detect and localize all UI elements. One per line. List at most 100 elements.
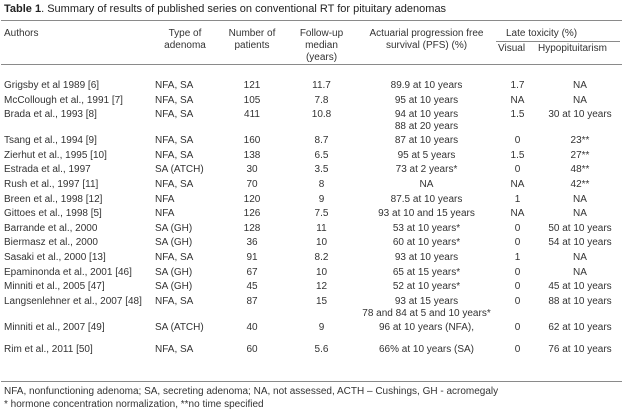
table-row: Biermasz et al., 2000 SA (GH) 36 10 60 at 10… xyxy=(2,237,622,252)
author-cell: Langsenlehner et al., 2007 [48] xyxy=(4,295,142,307)
author-cell: McCollough et al., 1991 [7] xyxy=(4,94,123,106)
followup-cell: 10 xyxy=(315,266,328,278)
visual-cell: 0 xyxy=(514,281,521,293)
hypopituitarism-cell: NA xyxy=(573,251,587,263)
table-row: Brada et al., 1993 [8] NFA, SA 411 10.8 94 a… xyxy=(2,109,622,135)
patients-cell: 45 xyxy=(246,281,258,293)
hypopituitarism-cell: NA xyxy=(573,266,587,278)
followup-cell: 9 xyxy=(318,321,325,333)
type-cell: NFA, SA xyxy=(155,295,194,307)
followup-cell: 8.7 xyxy=(314,135,329,147)
author-cell: Epaminonda et al., 2001 [46] xyxy=(4,266,132,278)
visual-cell: 1 xyxy=(514,193,521,205)
bottom-rule xyxy=(1,381,622,382)
visual-cell: NA xyxy=(510,94,525,106)
pfs-cell: 66% at 10 years (SA) xyxy=(356,344,497,364)
patients-cell: 411 xyxy=(244,109,260,121)
followup-cell: 8.2 xyxy=(314,251,329,263)
top-rule xyxy=(1,20,622,21)
type-cell: NFA, SA xyxy=(155,343,194,355)
hypopituitarism-cell: 50 at 10 years xyxy=(548,222,612,234)
header-type: Type of adenoma xyxy=(164,28,206,51)
followup-cell: 11.7 xyxy=(312,80,331,91)
visual-cell: NA xyxy=(510,208,525,220)
pfs-line-1: 87 at 10 years xyxy=(394,135,459,147)
type-cell: NFA, SA xyxy=(155,109,194,121)
followup-cell: 7.5 xyxy=(314,208,329,220)
patients-cell: 121 xyxy=(243,80,261,91)
header-rule xyxy=(1,64,622,65)
pfs-cell: 95 at 5 years xyxy=(356,150,497,165)
pfs-line-1: 94 at 10 years xyxy=(394,109,459,121)
patients-cell: 60 xyxy=(246,343,258,355)
header-authors: Authors xyxy=(4,28,39,39)
pfs-cell: 89.9 at 10 years xyxy=(356,80,497,95)
hypopituitarism-cell: 48** xyxy=(570,164,590,176)
table-row: Epaminonda et al., 2001 [46] SA (GH) 67 10 6… xyxy=(2,267,622,282)
type-cell: NFA, SA xyxy=(155,149,194,161)
followup-cell: 6.5 xyxy=(314,149,329,161)
followup-cell: 12 xyxy=(315,281,328,293)
hypopituitarism-cell: NA xyxy=(573,208,587,220)
hypopituitarism-cell: NA xyxy=(573,94,587,106)
patients-cell: 138 xyxy=(243,149,261,161)
pfs-cell: 93 at 10 years xyxy=(356,252,497,267)
pfs-cell: 73 at 2 years* xyxy=(356,164,497,179)
table-row: Barrande et al., 2000 SA (GH) 128 11 53 at 1… xyxy=(2,223,622,238)
author-cell: Estrada et al., 1997 xyxy=(4,164,91,176)
author-cell: Tsang et al., 1994 [9] xyxy=(4,135,97,147)
patients-cell: 128 xyxy=(243,222,261,234)
patients-cell: 67 xyxy=(246,266,258,278)
pfs-cell: 87 at 10 years xyxy=(356,135,497,150)
followup-cell: 3.5 xyxy=(314,164,329,176)
patients-cell: 105 xyxy=(243,94,261,106)
author-cell: Gittoes et al., 1998 [5] xyxy=(4,208,102,220)
results-table: Authors Type of adenoma Number of patien… xyxy=(2,24,622,364)
header-late-toxicity: Late toxicity (%) xyxy=(506,28,578,39)
visual-cell: 1.5 xyxy=(510,149,525,161)
type-cell: SA (ATCH) xyxy=(155,321,204,333)
visual-cell: 0 xyxy=(514,321,521,333)
table-caption-text: . Summary of results of published series… xyxy=(41,3,447,15)
patients-cell: 30 xyxy=(246,164,258,176)
pfs-line-2: 88 at 20 years xyxy=(394,121,459,133)
followup-cell: 10.8 xyxy=(311,109,332,121)
type-cell: NFA, SA xyxy=(155,94,194,106)
type-cell: NFA xyxy=(155,208,175,220)
table-row: Estrada et al., 1997 SA (ATCH) 30 3.5 73 at … xyxy=(2,164,622,179)
visual-cell: 0 xyxy=(514,343,521,355)
table-row: Grigsby et al 1989 [6] NFA, SA 121 11.7 89.9… xyxy=(2,80,622,95)
pfs-cell: 95 at 10 years xyxy=(356,95,497,110)
hypopituitarism-cell: 27** xyxy=(570,149,590,161)
table-row: Langsenlehner et al., 2007 [48] NFA, SA 87… xyxy=(2,296,622,322)
pfs-line-2: 96 at 10 years (NFA), xyxy=(378,321,475,333)
patients-cell: 126 xyxy=(243,208,261,220)
type-cell: NFA, SA xyxy=(155,178,194,190)
late-toxicity-rule xyxy=(496,41,620,42)
visual-cell: 1 xyxy=(514,251,521,263)
author-cell: Zierhut et al., 1995 [10] xyxy=(4,149,107,161)
header-hypopituitarism: Hypopituitarism xyxy=(538,43,607,54)
visual-cell: 0 xyxy=(514,135,521,147)
patients-cell: 91 xyxy=(246,251,258,263)
hypopituitarism-cell: 62 at 10 years xyxy=(548,321,612,333)
visual-cell: 0 xyxy=(514,164,521,176)
visual-cell: 1.5 xyxy=(510,109,525,121)
pfs-cell: 93 at 15 years 78 and 84 at 5 and 10 year… xyxy=(356,296,497,322)
header-visual: Visual xyxy=(498,43,526,54)
table-row: Rim et al., 2011 [50] NFA, SA 60 5.6 66% at … xyxy=(2,344,622,364)
followup-cell: 8 xyxy=(318,178,325,190)
hypopituitarism-cell: NA xyxy=(573,80,587,91)
hypopituitarism-cell: 42** xyxy=(570,178,590,190)
hypopituitarism-cell: 88 at 10 years xyxy=(548,295,612,307)
patients-cell: 120 xyxy=(243,193,261,205)
table-row: Minniti et al., 2007 [49] SA (ATCH) 40 9 96 … xyxy=(2,322,622,344)
table-row: Tsang et al., 1994 [9] NFA, SA 160 8.7 87 at… xyxy=(2,135,622,150)
type-cell: SA (GH) xyxy=(155,237,193,249)
followup-cell: 11 xyxy=(316,222,327,234)
followup-cell: 5.6 xyxy=(314,343,329,355)
pfs-line-2: 78 and 84 at 5 and 10 years* xyxy=(362,307,491,319)
visual-cell: 0 xyxy=(514,295,521,307)
type-cell: SA (GH) xyxy=(155,222,193,234)
hypopituitarism-cell: 45 at 10 years xyxy=(548,281,612,293)
